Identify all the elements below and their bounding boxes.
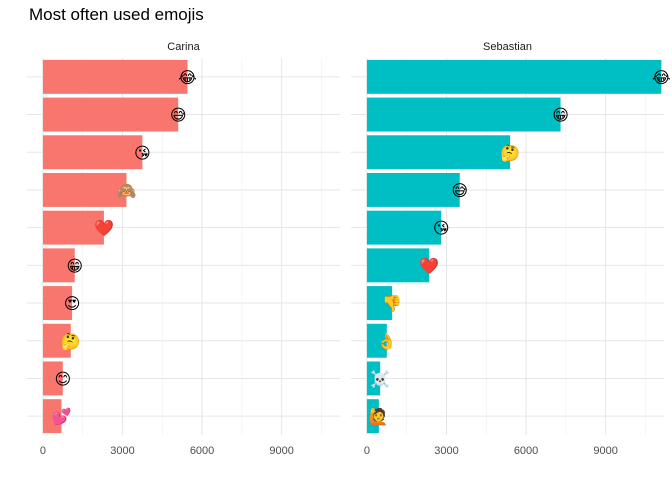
facet-label: Carina xyxy=(167,41,200,53)
bar xyxy=(366,399,379,434)
bar xyxy=(366,361,381,396)
bar xyxy=(366,248,430,283)
bar xyxy=(42,97,179,132)
bar xyxy=(366,172,460,207)
smiling-face-with-smiling-eyes-icon: 😊 xyxy=(54,369,71,388)
thumbs-down-icon: 👎 xyxy=(382,294,402,313)
face-blowing-a-kiss-icon: 😘 xyxy=(433,219,450,238)
chart-title: Most often used emojis xyxy=(29,5,204,24)
x-tick-label: 3000 xyxy=(110,445,134,457)
bar xyxy=(42,59,188,94)
red-heart-icon: ❤️ xyxy=(94,219,114,238)
person-raising-hand-icon: 🙋 xyxy=(369,407,389,426)
beaming-face-with-smiling-eyes-icon: 😁 xyxy=(552,106,569,125)
face-with-tears-of-joy-icon: 😂 xyxy=(178,68,197,87)
panel-sebastian: 0 3000 6000 9000 Sebastian 😂 😁 🤔 😅😘 ❤️ 👎 👌 ☠️ 🙋 xyxy=(351,41,671,457)
bar xyxy=(42,172,127,207)
bar xyxy=(42,399,62,434)
bar xyxy=(366,97,561,132)
x-tick-label: 6000 xyxy=(514,445,538,457)
bar xyxy=(366,210,442,245)
bar xyxy=(42,286,73,321)
face-blowing-a-kiss-icon: 😘 xyxy=(134,143,151,162)
facet-label: Sebastian xyxy=(483,41,532,53)
grinning-face-with-sweat-icon: 😅 xyxy=(170,106,187,125)
thinking-face-icon: 🤔 xyxy=(61,332,81,351)
x-tick-label: 6000 xyxy=(190,445,214,457)
bar xyxy=(42,135,143,170)
bar xyxy=(366,135,511,170)
x-tick-label: 0 xyxy=(40,445,46,457)
bar xyxy=(42,248,75,283)
bar xyxy=(366,323,387,358)
bar xyxy=(366,59,662,94)
x-tick-label: 3000 xyxy=(434,445,458,457)
bar xyxy=(42,210,104,245)
two-hearts-icon: 💕 xyxy=(52,407,72,426)
x-tick-label: 9000 xyxy=(593,445,617,457)
x-tick-label: 9000 xyxy=(269,445,293,457)
panel-carina: 0 3000 6000 9000 Carina 😂 😅 😘 🙈❤️ 😁 😍 🤔 😊 💕 xyxy=(27,41,340,457)
beaming-face-with-smiling-eyes-icon: 😁 xyxy=(66,256,83,275)
thinking-face-icon: 🤔 xyxy=(500,143,520,162)
red-heart-icon: ❤️ xyxy=(419,256,439,275)
ok-hand-icon: 👌 xyxy=(377,332,397,351)
smiling-face-with-heart-eyes-icon: 😍 xyxy=(64,294,81,313)
bar xyxy=(42,323,71,358)
grinning-face-with-sweat-icon: 😅 xyxy=(451,181,468,200)
skull-and-crossbones-icon: ☠️ xyxy=(370,369,390,388)
bar xyxy=(366,286,393,321)
bar xyxy=(42,361,63,396)
see-no-evil-monkey-icon: 🙈 xyxy=(117,181,137,200)
x-tick-label: 0 xyxy=(364,445,370,457)
face-with-tears-of-joy-icon: 😂 xyxy=(652,68,671,87)
